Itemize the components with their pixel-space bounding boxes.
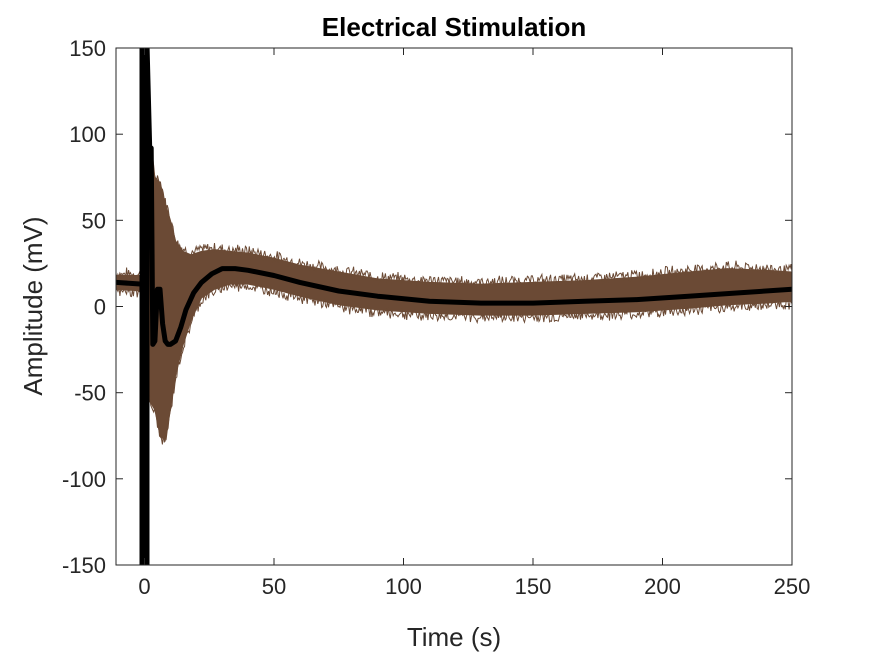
- x-tick-label: 200: [644, 574, 681, 599]
- trial-band-upper-edge: [116, 133, 792, 289]
- plot-area: [116, 48, 792, 565]
- y-axis-tick-labels: -150 -100 -50 0 50 100 150: [62, 36, 106, 578]
- trial-band-lower-edge: [116, 281, 792, 445]
- x-axis-label: Time (s): [407, 622, 501, 652]
- axis-ticks: [116, 47, 793, 566]
- y-tick-label: 100: [69, 122, 106, 147]
- y-tick-label: 50: [82, 208, 106, 233]
- mean-trace: [116, 48, 792, 565]
- chart-title: Electrical Stimulation: [322, 12, 586, 42]
- x-tick-label: 0: [138, 574, 150, 599]
- x-axis-tick-labels: 0 50 100 150 200 250: [138, 574, 810, 599]
- y-tick-label: 0: [94, 295, 106, 320]
- x-tick-label: 150: [515, 574, 552, 599]
- y-axis-label: Amplitude (mV): [18, 216, 48, 395]
- y-tick-label: -100: [62, 467, 106, 492]
- x-tick-label: 250: [774, 574, 811, 599]
- y-tick-label: -150: [62, 553, 106, 578]
- y-tick-label: -50: [74, 381, 106, 406]
- x-tick-label: 100: [385, 574, 422, 599]
- x-tick-label: 50: [262, 574, 286, 599]
- stimulus-artifact: [139, 48, 150, 565]
- y-tick-label: 150: [69, 36, 106, 61]
